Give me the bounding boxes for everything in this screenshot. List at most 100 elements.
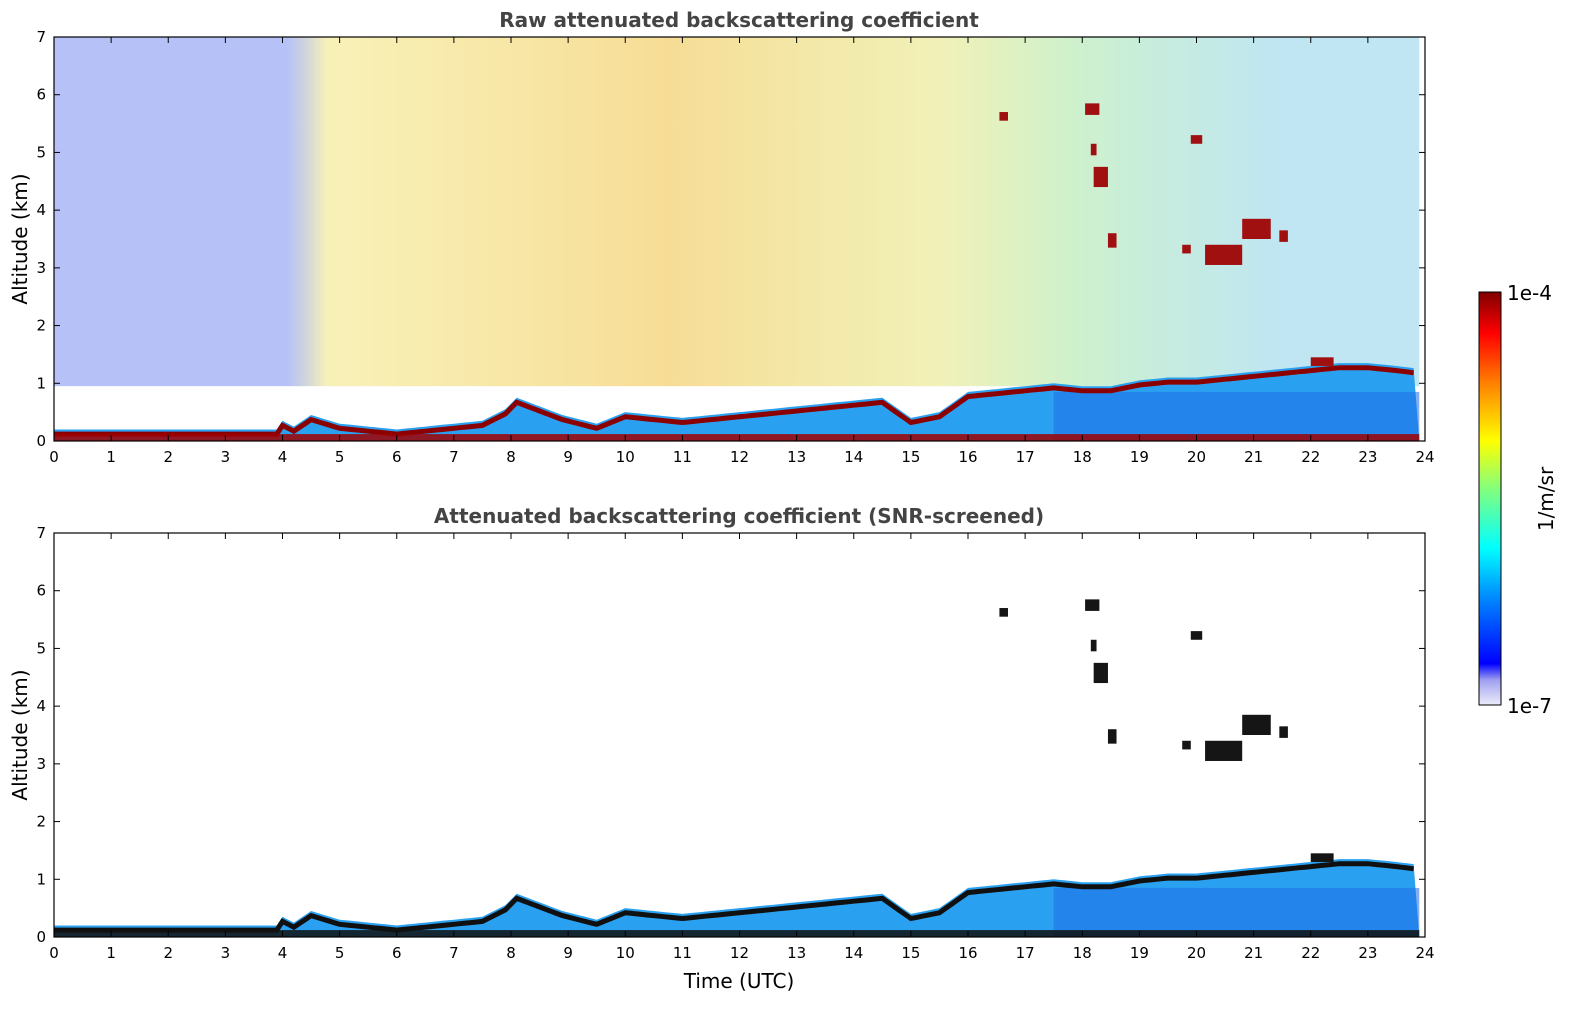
- x-tick-label: 18: [1073, 944, 1092, 962]
- x-tick-label: 15: [901, 448, 920, 466]
- x-tick-label: 13: [787, 944, 806, 962]
- heatmap-area: [54, 37, 1420, 441]
- colorbar: 1e-4 1e-7 1/m/sr: [1478, 281, 1558, 718]
- noise-field: [54, 37, 1420, 387]
- cloud-feature: [1205, 244, 1243, 265]
- x-tick-label: 22: [1301, 944, 1320, 962]
- x-tick-label: 22: [1301, 448, 1320, 466]
- y-axis-label: Altitude (km): [8, 173, 32, 304]
- x-tick-label: 17: [1016, 448, 1035, 466]
- x-tick-label: 23: [1358, 944, 1377, 962]
- x-tick-label: 11: [673, 448, 692, 466]
- x-axis: 0 1 2 3 4 5 6 7 8 9 10 11 12 13 14 15 16 17 18 19 20 21 22 23 24: [49, 37, 1435, 466]
- y-tick-label: 1: [36, 870, 46, 888]
- aerosol-core: [1053, 887, 1420, 937]
- aerosol-core: [1053, 391, 1420, 441]
- x-tick-label: 0: [49, 944, 59, 962]
- raw-backscatter-panel: Raw attenuated backscattering coefficien…: [8, 8, 1435, 466]
- cloud-feature: [1182, 244, 1191, 254]
- y-tick-label: 5: [36, 143, 46, 161]
- surface-layer: [54, 434, 1420, 441]
- x-tick-label: 21: [1244, 448, 1263, 466]
- panel-title: Raw attenuated backscattering coefficien…: [499, 8, 979, 32]
- x-tick-label: 3: [221, 944, 231, 962]
- colorbar-gradient: [1478, 291, 1502, 706]
- x-tick-label: 6: [392, 448, 402, 466]
- y-tick-label: 3: [36, 259, 46, 277]
- y-tick-label: 6: [36, 86, 46, 104]
- x-tick-label: 6: [392, 944, 402, 962]
- cloud-feature: [1182, 740, 1191, 750]
- x-tick-label: 10: [616, 944, 635, 962]
- cloud-feature: [1085, 103, 1100, 115]
- cloud-feature: [1190, 135, 1203, 144]
- x-tick-label: 7: [449, 944, 459, 962]
- cloud-feature: [1310, 853, 1334, 862]
- x-tick-label: 0: [49, 448, 59, 466]
- x-tick-label: 20: [1187, 944, 1206, 962]
- cloud-feature: [1085, 599, 1100, 611]
- x-axis: 0 1 2 3 4 5 6 7 8 9 10 11 12 13 14 15 16 17 18 19 20 21 22 23 24: [49, 533, 1435, 962]
- cloud-feature: [1242, 714, 1271, 735]
- colorbar-min-label: 1e-7: [1507, 694, 1552, 718]
- x-tick-label: 3: [221, 448, 231, 466]
- x-tick-label: 18: [1073, 448, 1092, 466]
- x-tick-label: 9: [563, 944, 573, 962]
- cloud-feature: [1107, 233, 1117, 248]
- y-tick-label: 4: [36, 697, 46, 715]
- y-axis: 0 1 2 3 4 5 6 7: [36, 28, 1425, 450]
- x-tick-label: 9: [563, 448, 573, 466]
- x-tick-label: 2: [163, 944, 173, 962]
- cloud-feature: [1205, 740, 1243, 761]
- y-tick-label: 7: [36, 524, 46, 542]
- cloud-feature: [1190, 631, 1203, 640]
- y-axis-label: Altitude (km): [8, 669, 32, 800]
- x-tick-label: 5: [335, 944, 345, 962]
- x-tick-label: 2: [163, 448, 173, 466]
- x-axis-label: Time (UTC): [683, 969, 795, 993]
- cloud-feature: [1242, 218, 1271, 239]
- y-tick-label: 2: [36, 813, 46, 831]
- x-tick-label: 21: [1244, 944, 1263, 962]
- x-tick-label: 1: [106, 944, 116, 962]
- cloud-feature: [1093, 166, 1108, 188]
- x-tick-label: 23: [1358, 448, 1377, 466]
- x-tick-label: 15: [901, 944, 920, 962]
- x-tick-label: 4: [278, 944, 288, 962]
- panel-title: Attenuated backscattering coefficient (S…: [434, 504, 1044, 528]
- cloud-feature: [1090, 639, 1097, 652]
- boundary-layer-top: [54, 861, 1414, 933]
- y-tick-label: 4: [36, 201, 46, 219]
- x-tick-label: 8: [506, 448, 516, 466]
- y-tick-label: 3: [36, 755, 46, 773]
- x-tick-label: 10: [616, 448, 635, 466]
- cloud-feature: [999, 608, 1008, 617]
- cloud-feature: [1279, 230, 1288, 242]
- y-axis: 0 1 2 3 4 5 6 7: [36, 524, 1425, 946]
- boundary-layer-top: [54, 365, 1414, 437]
- x-tick-label: 19: [1130, 448, 1149, 466]
- heatmap-area: [54, 599, 1420, 937]
- cloud-feature: [1310, 357, 1334, 366]
- x-tick-label: 13: [787, 448, 806, 466]
- colorbar-unit-label: 1/m/sr: [1534, 466, 1558, 531]
- cloud-feature: [999, 112, 1008, 121]
- x-tick-label: 12: [730, 944, 749, 962]
- y-tick-label: 6: [36, 582, 46, 600]
- x-tick-label: 20: [1187, 448, 1206, 466]
- x-tick-label: 24: [1415, 944, 1434, 962]
- x-tick-label: 11: [673, 944, 692, 962]
- screened-backscatter-panel: Attenuated backscattering coefficient (S…: [8, 504, 1435, 993]
- x-tick-label: 14: [844, 944, 863, 962]
- colorbar-max-label: 1e-4: [1507, 281, 1552, 305]
- y-tick-label: 5: [36, 639, 46, 657]
- x-tick-label: 4: [278, 448, 288, 466]
- x-tick-label: 16: [958, 944, 977, 962]
- cloud-feature: [1093, 662, 1108, 684]
- cloud-feature: [1107, 729, 1117, 744]
- cloud-feature: [1279, 726, 1288, 738]
- x-tick-label: 24: [1415, 448, 1434, 466]
- x-tick-label: 7: [449, 448, 459, 466]
- x-tick-label: 19: [1130, 944, 1149, 962]
